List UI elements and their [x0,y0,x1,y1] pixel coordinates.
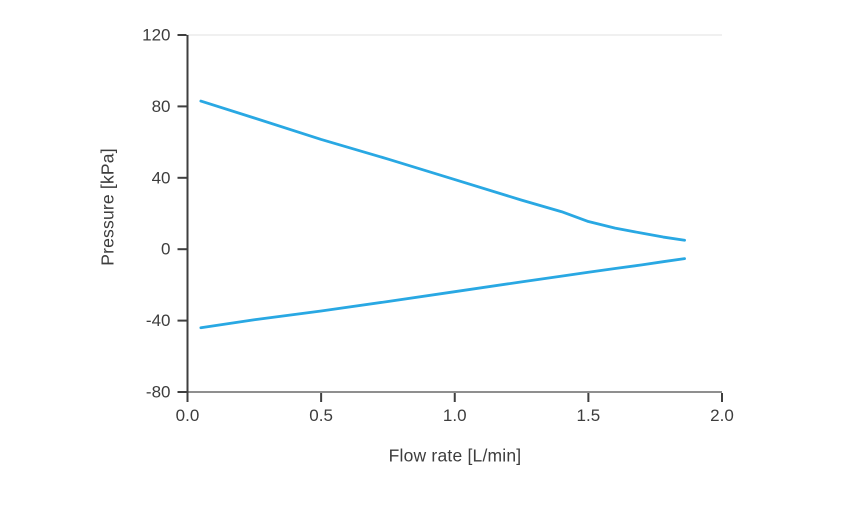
series-1-upper-curve-line [199,99,686,242]
x-tick-label: 0.0 [176,406,200,425]
x-tick-label: 2.0 [710,406,734,425]
x-tick-label: 1.5 [577,406,601,425]
y-tick-label: 0 [161,240,170,259]
y-tick-label: 80 [152,97,171,116]
y-tick-label: -80 [146,383,171,402]
x-tick-label: 0.5 [309,406,333,425]
y-tick-label: 40 [152,168,171,187]
x-axis-title: Flow rate [L/min] [388,445,522,466]
y-tick-label: -40 [146,311,171,330]
x-tick-label: 1.0 [443,406,467,425]
y-axis-title: Pressure [kPa] [97,148,118,266]
y-tick-label: 120 [142,26,170,45]
series-2-lower-curve-line [199,257,686,330]
